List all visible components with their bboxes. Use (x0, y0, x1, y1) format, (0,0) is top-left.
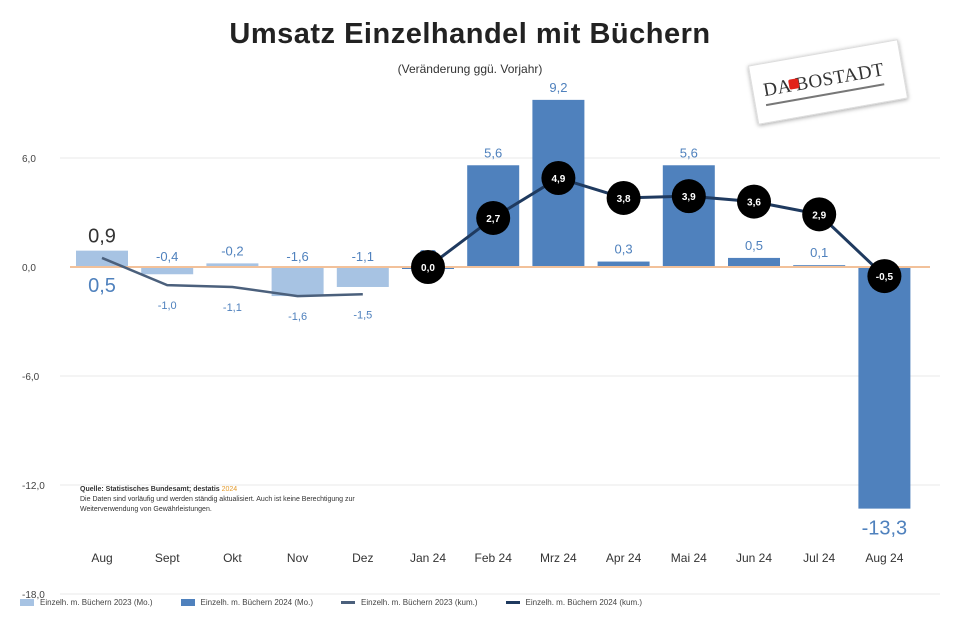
x-tick-label: Mai 24 (671, 551, 707, 565)
bar (141, 267, 194, 275)
source-year: 2024 (221, 486, 238, 493)
bar (336, 267, 389, 287)
bar-label: 0,3 (615, 242, 633, 257)
line-label-2024: 3,6 (747, 198, 761, 209)
x-tick-label: Aug (91, 551, 112, 565)
x-tick-label: Nov (287, 551, 308, 565)
legend-swatch-line-2024 (505, 601, 520, 604)
x-tick-label: Mrz 24 (540, 551, 577, 565)
source-disclaimer: Die Daten sind vorläufig und werden stän… (80, 496, 355, 513)
x-tick-label: Feb 24 (475, 551, 513, 565)
line-label-2024: 2,9 (812, 210, 826, 221)
legend-swatch-line-2023 (341, 601, 355, 604)
line-label-2024: 0,0 (421, 263, 435, 274)
y-tick-label: -18,0 (22, 590, 45, 601)
bar-label: 5,6 (484, 145, 502, 160)
bar-label: 0,9 (88, 226, 116, 248)
bar-label: -0,2 (221, 243, 243, 258)
bar-label: 0,1 (810, 245, 828, 260)
y-tick-label: 6,0 (22, 154, 36, 165)
x-tick-label: Aug 24 (865, 551, 903, 565)
x-tick-label: Jan 24 (410, 551, 446, 565)
y-tick-label: 0,0 (22, 263, 36, 274)
series-marker-2024 (606, 180, 641, 215)
legend-label-line-2023: Einzelh. m. Büchern 2023 (kum.) (361, 598, 478, 607)
legend-swatch-bar-2024 (180, 599, 195, 606)
logo-accent-icon (788, 78, 800, 90)
x-tick-label: Okt (223, 551, 242, 565)
line-label-2023: -1,0 (158, 300, 177, 312)
bar-label: -1,1 (352, 249, 374, 264)
legend-item-line-2023: Einzelh. m. Büchern 2023 (kum.) (341, 598, 478, 607)
series-line-2023 (101, 256, 363, 298)
bar (728, 257, 780, 267)
line-label-2024: 2,7 (486, 214, 500, 225)
bar-label: 0,5 (745, 238, 763, 253)
series-marker-2024 (541, 160, 576, 195)
series-marker-2024 (411, 250, 445, 284)
legend-item-bar-2024: Einzelh. m. Büchern 2024 (Mo.) (180, 598, 314, 607)
series-marker-2024 (671, 179, 706, 214)
line-label-2024: 3,9 (682, 192, 696, 203)
chart-title: Umsatz Einzelhandel mit Büchern (229, 18, 711, 50)
series-marker-2024 (867, 259, 902, 294)
legend-item-line-2024: Einzelh. m. Büchern 2024 (kum.) (505, 598, 643, 607)
x-tick-label: Jul 24 (803, 551, 835, 565)
bar (271, 267, 324, 297)
y-tick-label: -12,0 (22, 481, 45, 492)
x-tick-label: Dez (352, 551, 373, 565)
line-label-2024: 4,9 (551, 174, 565, 185)
x-tick-label: Apr 24 (606, 551, 642, 565)
bar-label: -13,3 (862, 518, 908, 540)
x-tick-label: Jun 24 (736, 551, 772, 565)
bar (597, 261, 650, 267)
line-label-2023: -1,5 (353, 309, 372, 321)
bar (858, 267, 911, 509)
series-marker-2024 (476, 200, 511, 235)
series-marker-2024 (737, 184, 771, 219)
line-label-2023: 0,5 (88, 275, 116, 297)
bar (206, 263, 259, 267)
bar-label: 9,2 (549, 80, 567, 95)
legend-item-bar-2023: Einzelh. m. Büchern 2023 (Mo.) (20, 598, 153, 607)
bar-label: 5,6 (680, 145, 698, 160)
legend-label-bar-2023: Einzelh. m. Büchern 2023 (Mo.) (40, 598, 153, 607)
line-label-2024: -0,5 (876, 272, 894, 283)
series-marker-2024 (802, 197, 837, 232)
bar-label: -1,6 (286, 249, 308, 264)
source-label: Quelle: Statistisches Bundesamt; destati… (80, 486, 220, 493)
legend-swatch-bar-2023 (20, 599, 34, 606)
x-tick-label: Sept (155, 551, 180, 565)
legend: Einzelh. m. Büchern 2023 (Mo.) Einzelh. … (20, 598, 950, 607)
y-tick-label: -6,0 (22, 372, 40, 383)
source-note: Quelle: Statistisches Bundesamt; destati… (80, 485, 410, 515)
line-label-2023: -1,6 (288, 311, 307, 323)
line-label-2023: -1,1 (223, 302, 242, 314)
bar-label: -0,4 (156, 249, 178, 264)
legend-label-bar-2024: Einzelh. m. Büchern 2024 (Mo.) (200, 598, 314, 607)
line-label-2024: 3,8 (617, 194, 631, 205)
legend-label-line-2024: Einzelh. m. Büchern 2024 (kum.) (525, 598, 643, 607)
chart-subtitle: (Veränderung ggü. Vorjahr) (397, 62, 543, 76)
